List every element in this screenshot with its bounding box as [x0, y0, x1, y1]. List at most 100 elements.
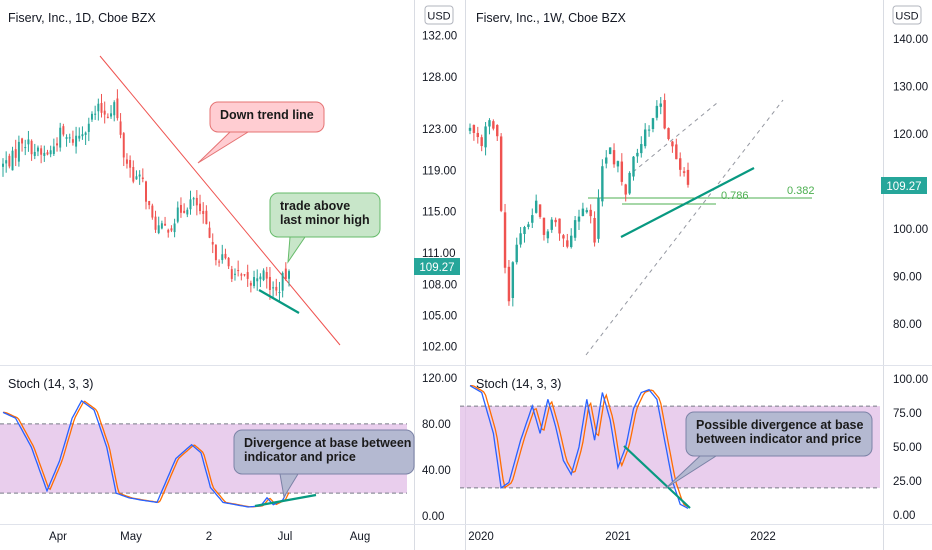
candle-body [480, 137, 483, 147]
candle-body [173, 223, 176, 233]
stoch-tick: 75.00 [893, 408, 922, 420]
candle-body [46, 152, 49, 155]
candle-body [221, 254, 224, 261]
candle-body [624, 184, 627, 195]
candle-body [75, 135, 78, 147]
time-tick: 2022 [750, 531, 776, 543]
candle-body [21, 138, 24, 144]
time-tick: Apr [49, 531, 67, 543]
channel-upper-dashed[interactable] [632, 102, 718, 173]
candle-body [240, 274, 243, 276]
stoch-tick: 40.00 [422, 465, 451, 477]
candle-body [119, 121, 122, 135]
rising-support-line[interactable] [620, 167, 755, 238]
price-tick: 140.00 [893, 34, 928, 46]
stoch-tick: 80.00 [422, 419, 451, 431]
candle-body [608, 147, 612, 155]
fib-channel[interactable] [585, 99, 812, 356]
candle-body [30, 140, 33, 155]
candle-body [100, 102, 103, 113]
fib-label-0382: 0.382 [787, 185, 815, 197]
candle-body [132, 166, 135, 182]
time-tick: 2020 [468, 531, 494, 543]
candle-body [581, 208, 585, 217]
candle-body [476, 132, 479, 138]
currency-badge-left[interactable] [424, 5, 454, 25]
callout-downtrend-text: Down trend line [220, 108, 314, 122]
currency-badge-right[interactable] [892, 5, 922, 25]
price-tick: 132.00 [422, 31, 457, 43]
candle-body [534, 200, 538, 213]
candle-body [227, 257, 230, 267]
candle-body [268, 277, 271, 291]
candle-body [43, 152, 46, 156]
candle-body [40, 148, 43, 155]
callout-trade-above-text: last minor high [280, 213, 370, 227]
callout-downtrend[interactable] [209, 101, 325, 133]
last-price-right: 109.27 [886, 181, 921, 193]
candle-body [205, 210, 208, 225]
candle-body [36, 147, 39, 152]
candle-body [24, 147, 27, 149]
candle-body [538, 204, 542, 217]
candle-body [208, 227, 211, 238]
candle-body [71, 139, 74, 143]
downtrend-line[interactable] [99, 55, 341, 346]
candle-body [647, 129, 651, 131]
candle-body [531, 215, 534, 223]
candle-body [288, 271, 290, 279]
time-tick: Aug [350, 531, 370, 543]
candle-body [233, 273, 236, 275]
stoch-axis-right: 100.00 75.00 50.00 25.00 0.00 [893, 374, 928, 522]
candle-body [59, 127, 62, 148]
candle-body [189, 199, 192, 210]
stoch-tick: 100.00 [893, 374, 928, 386]
channel-lower-dashed[interactable] [585, 99, 784, 356]
callout-trade-above[interactable] [269, 192, 381, 238]
candle-body [515, 244, 518, 263]
price-tick: 123.00 [422, 124, 457, 136]
candle-body [110, 113, 113, 117]
candle-body [33, 151, 36, 156]
candle-body [523, 227, 526, 235]
candle-body [593, 217, 596, 243]
stoch-tick: 0.00 [893, 510, 915, 522]
candle-body [262, 270, 265, 280]
candle-body [256, 278, 259, 282]
callout-divergence-right[interactable] [685, 411, 873, 457]
candle-body [259, 276, 262, 280]
candle-body [284, 268, 287, 279]
candle-body [570, 235, 573, 248]
candle-body [5, 160, 8, 164]
candle-body [636, 152, 639, 157]
price-low-line[interactable] [258, 289, 300, 314]
candle-body [566, 240, 569, 247]
stoch-low-line[interactable] [254, 493, 317, 508]
candle-body [503, 212, 507, 268]
stoch-descending-line[interactable] [623, 445, 691, 509]
price-tick: 111.00 [422, 248, 455, 260]
candle-body [612, 150, 616, 165]
downtrend-line-segment[interactable] [99, 55, 341, 346]
candle-body [151, 205, 154, 218]
candle-body [519, 233, 522, 245]
candle-body [605, 157, 608, 164]
candle-body [170, 228, 173, 231]
callout-trade-above-text: trade above [280, 199, 350, 213]
stoch-k-line [2, 399, 290, 508]
price-tick: 100.00 [893, 224, 928, 236]
chart-title-left: Fiserv, Inc., 1D, Cboe BZX [8, 11, 156, 25]
price-tick: 80.00 [893, 319, 922, 331]
callout-divergence-left[interactable] [233, 429, 415, 475]
candle-body [214, 245, 217, 261]
candle-body [145, 181, 147, 202]
candle-body [558, 218, 561, 234]
candle-body [135, 176, 138, 180]
price-tick: 130.00 [893, 81, 928, 93]
candle-body [682, 171, 686, 173]
candle-body [27, 139, 30, 145]
stoch-tick: 50.00 [893, 442, 922, 454]
stoch-axis-left: 120.00 80.00 40.00 0.00 [422, 373, 457, 523]
